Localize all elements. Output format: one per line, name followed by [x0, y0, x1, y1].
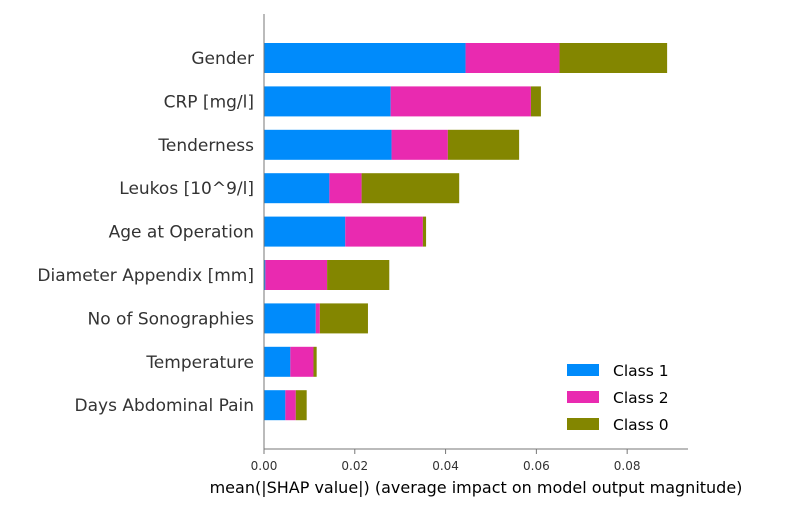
- category-label: Age at Operation: [109, 223, 254, 243]
- bar-class-1-5: [264, 260, 266, 290]
- bar-class-0-3: [361, 173, 460, 204]
- bar-class-0-7: [313, 346, 317, 377]
- bar-class-2-8: [285, 390, 296, 421]
- category-label: Diameter Appendix [mm]: [37, 266, 254, 286]
- legend-swatch-class-0: [567, 418, 599, 430]
- category-label: Leukos [10^9/l]: [119, 179, 254, 199]
- bars-group: [264, 43, 668, 421]
- bar-class-2-0: [465, 43, 560, 73]
- bar-class-1-1: [264, 86, 391, 117]
- bar-class-0-5: [327, 260, 390, 290]
- bar-class-0-6: [319, 303, 368, 334]
- bar-class-2-2: [391, 129, 448, 160]
- category-label: CRP [mg/l]: [164, 92, 254, 112]
- x-axis-label: mean(|SHAP value|) (average impact on mo…: [210, 478, 743, 497]
- category-labels: Gender CRP [mg/l] Tenderness Leukos [10^9/l…: [37, 49, 254, 416]
- legend-label: Class 2: [613, 389, 669, 407]
- x-axis-ticks: 0.00 0.02 0.04 0.06 0.08: [251, 449, 641, 473]
- bar-class-2-5: [265, 260, 328, 290]
- legend-label: Class 1: [613, 362, 669, 380]
- bar-class-1-7: [264, 346, 291, 377]
- x-tick-label: 0.02: [341, 459, 368, 473]
- bar-class-1-3: [264, 173, 330, 204]
- legend-swatch-class-1: [567, 364, 599, 376]
- bar-class-0-8: [295, 390, 307, 421]
- bar-class-1-8: [264, 390, 286, 421]
- bar-class-1-0: [264, 43, 466, 73]
- category-label: Days Abdominal Pain: [75, 396, 254, 416]
- bar-class-1-2: [264, 129, 392, 160]
- bar-class-0-4: [422, 216, 427, 247]
- category-label: Tenderness: [157, 136, 254, 156]
- bar-class-2-6: [315, 303, 320, 334]
- legend: Class 1 Class 2 Class 0: [567, 362, 669, 434]
- x-tick-label: 0.06: [523, 459, 550, 473]
- category-label: Gender: [191, 49, 254, 69]
- bar-class-0-1: [530, 86, 541, 117]
- legend-label: Class 0: [613, 416, 669, 434]
- bar-class-0-2: [447, 129, 520, 160]
- bar-class-2-3: [329, 173, 362, 204]
- x-tick-label: 0.08: [614, 459, 641, 473]
- bar-class-1-4: [264, 216, 346, 247]
- x-tick-label: 0.04: [432, 459, 459, 473]
- legend-swatch-class-2: [567, 391, 599, 403]
- category-label: Temperature: [145, 353, 254, 373]
- bar-class-0-0: [559, 43, 668, 73]
- bar-class-2-7: [290, 346, 314, 377]
- category-label: No of Sonographies: [88, 309, 255, 329]
- bar-class-1-6: [264, 303, 316, 334]
- bar-class-2-1: [390, 86, 531, 117]
- bar-class-2-4: [345, 216, 423, 247]
- x-tick-label: 0.00: [251, 459, 278, 473]
